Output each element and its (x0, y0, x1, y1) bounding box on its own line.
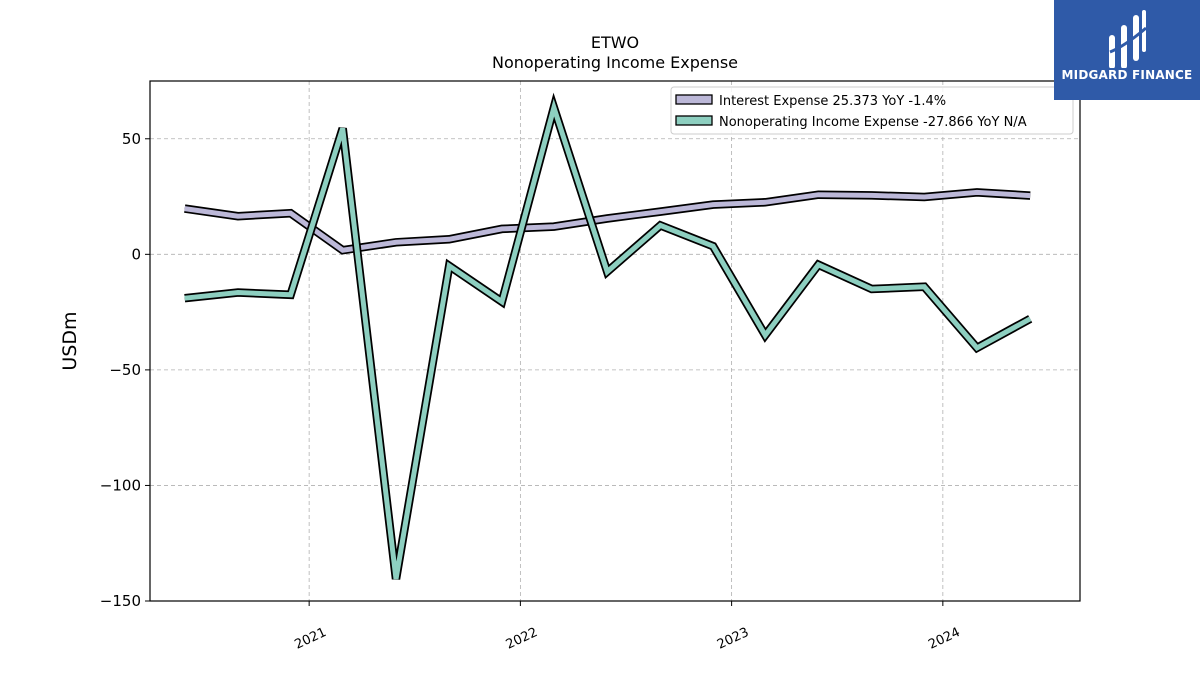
y-tick-label: −150 (100, 592, 141, 610)
legend-label-interest-expense: Interest Expense 25.373 YoY -1.4% (719, 94, 946, 109)
y-tick-label: −100 (100, 476, 141, 494)
legend-swatch-nonoperating-income-expense (675, 115, 713, 126)
x-tick-label: 2021 (293, 625, 329, 653)
brand-logo-mark-icon (1109, 10, 1147, 68)
legend-box (670, 86, 1074, 135)
brand-logo: MIDGARD FINANCE (1054, 0, 1200, 100)
legend-label-nonoperating-income-expense: Nonoperating Income Expense -27.866 YoY … (719, 115, 1027, 130)
legend-swatch-interest-expense (675, 94, 713, 105)
grid (150, 81, 1080, 602)
legend: Interest Expense 25.373 YoY -1.4% Nonope… (670, 86, 1074, 135)
chart-subtitle: Nonoperating Income Expense (492, 53, 738, 72)
x-tick-label: 2024 (926, 625, 962, 653)
brand-logo-text: MIDGARD FINANCE (1061, 68, 1193, 82)
series-outline-nonoperating-income-expense (184, 92, 1033, 580)
plot-frame (149, 80, 1081, 602)
y-tick-label: 50 (122, 130, 141, 148)
y-tick-label: −50 (109, 361, 141, 379)
y-tick-label: 0 (131, 245, 141, 263)
chart-title: ETWO (591, 33, 639, 52)
x-tick-label: 2023 (715, 625, 751, 653)
series-line-nonoperating-income-expense (184, 98, 1032, 580)
series-layer (184, 92, 1033, 580)
y-axis-label: USDm (59, 311, 81, 370)
x-tick-label: 2022 (504, 625, 540, 653)
